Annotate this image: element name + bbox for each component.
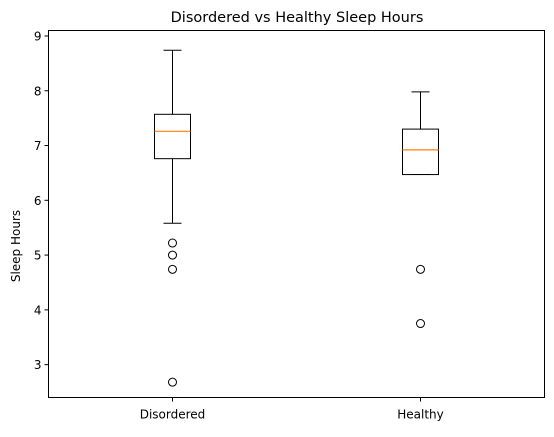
- disordered-box: [154, 113, 191, 160]
- y-tick-label-5: 5: [34, 249, 42, 263]
- y-tick-label-7: 7: [34, 139, 42, 153]
- y-tick-label-4: 4: [34, 303, 42, 317]
- y-tick-label-6: 6: [34, 194, 42, 208]
- disordered-outlier-3: [168, 377, 177, 387]
- y-axis-label: Sleep Hours: [9, 210, 23, 282]
- y-tick-label-9: 9: [34, 29, 42, 43]
- y-tick-label-3: 3: [34, 358, 42, 372]
- x-tick-label-healthy: Healthy: [397, 408, 444, 422]
- healthy-box: [402, 128, 439, 176]
- healthy-outlier-1: [416, 319, 425, 329]
- axes-frame: [48, 30, 545, 398]
- disordered-outlier-1: [168, 250, 177, 260]
- disordered-outlier-0: [168, 238, 177, 248]
- healthy-outlier-0: [416, 264, 425, 274]
- disordered-outlier-2: [168, 264, 177, 274]
- y-tick-label-8: 8: [34, 84, 42, 98]
- chart-title: Disordered vs Healthy Sleep Hours: [171, 10, 424, 26]
- x-tick-label-disordered: Disordered: [140, 408, 206, 422]
- plot-area: 3 4 5 6 7 8 9 Disordered Healthy: [34, 29, 444, 421]
